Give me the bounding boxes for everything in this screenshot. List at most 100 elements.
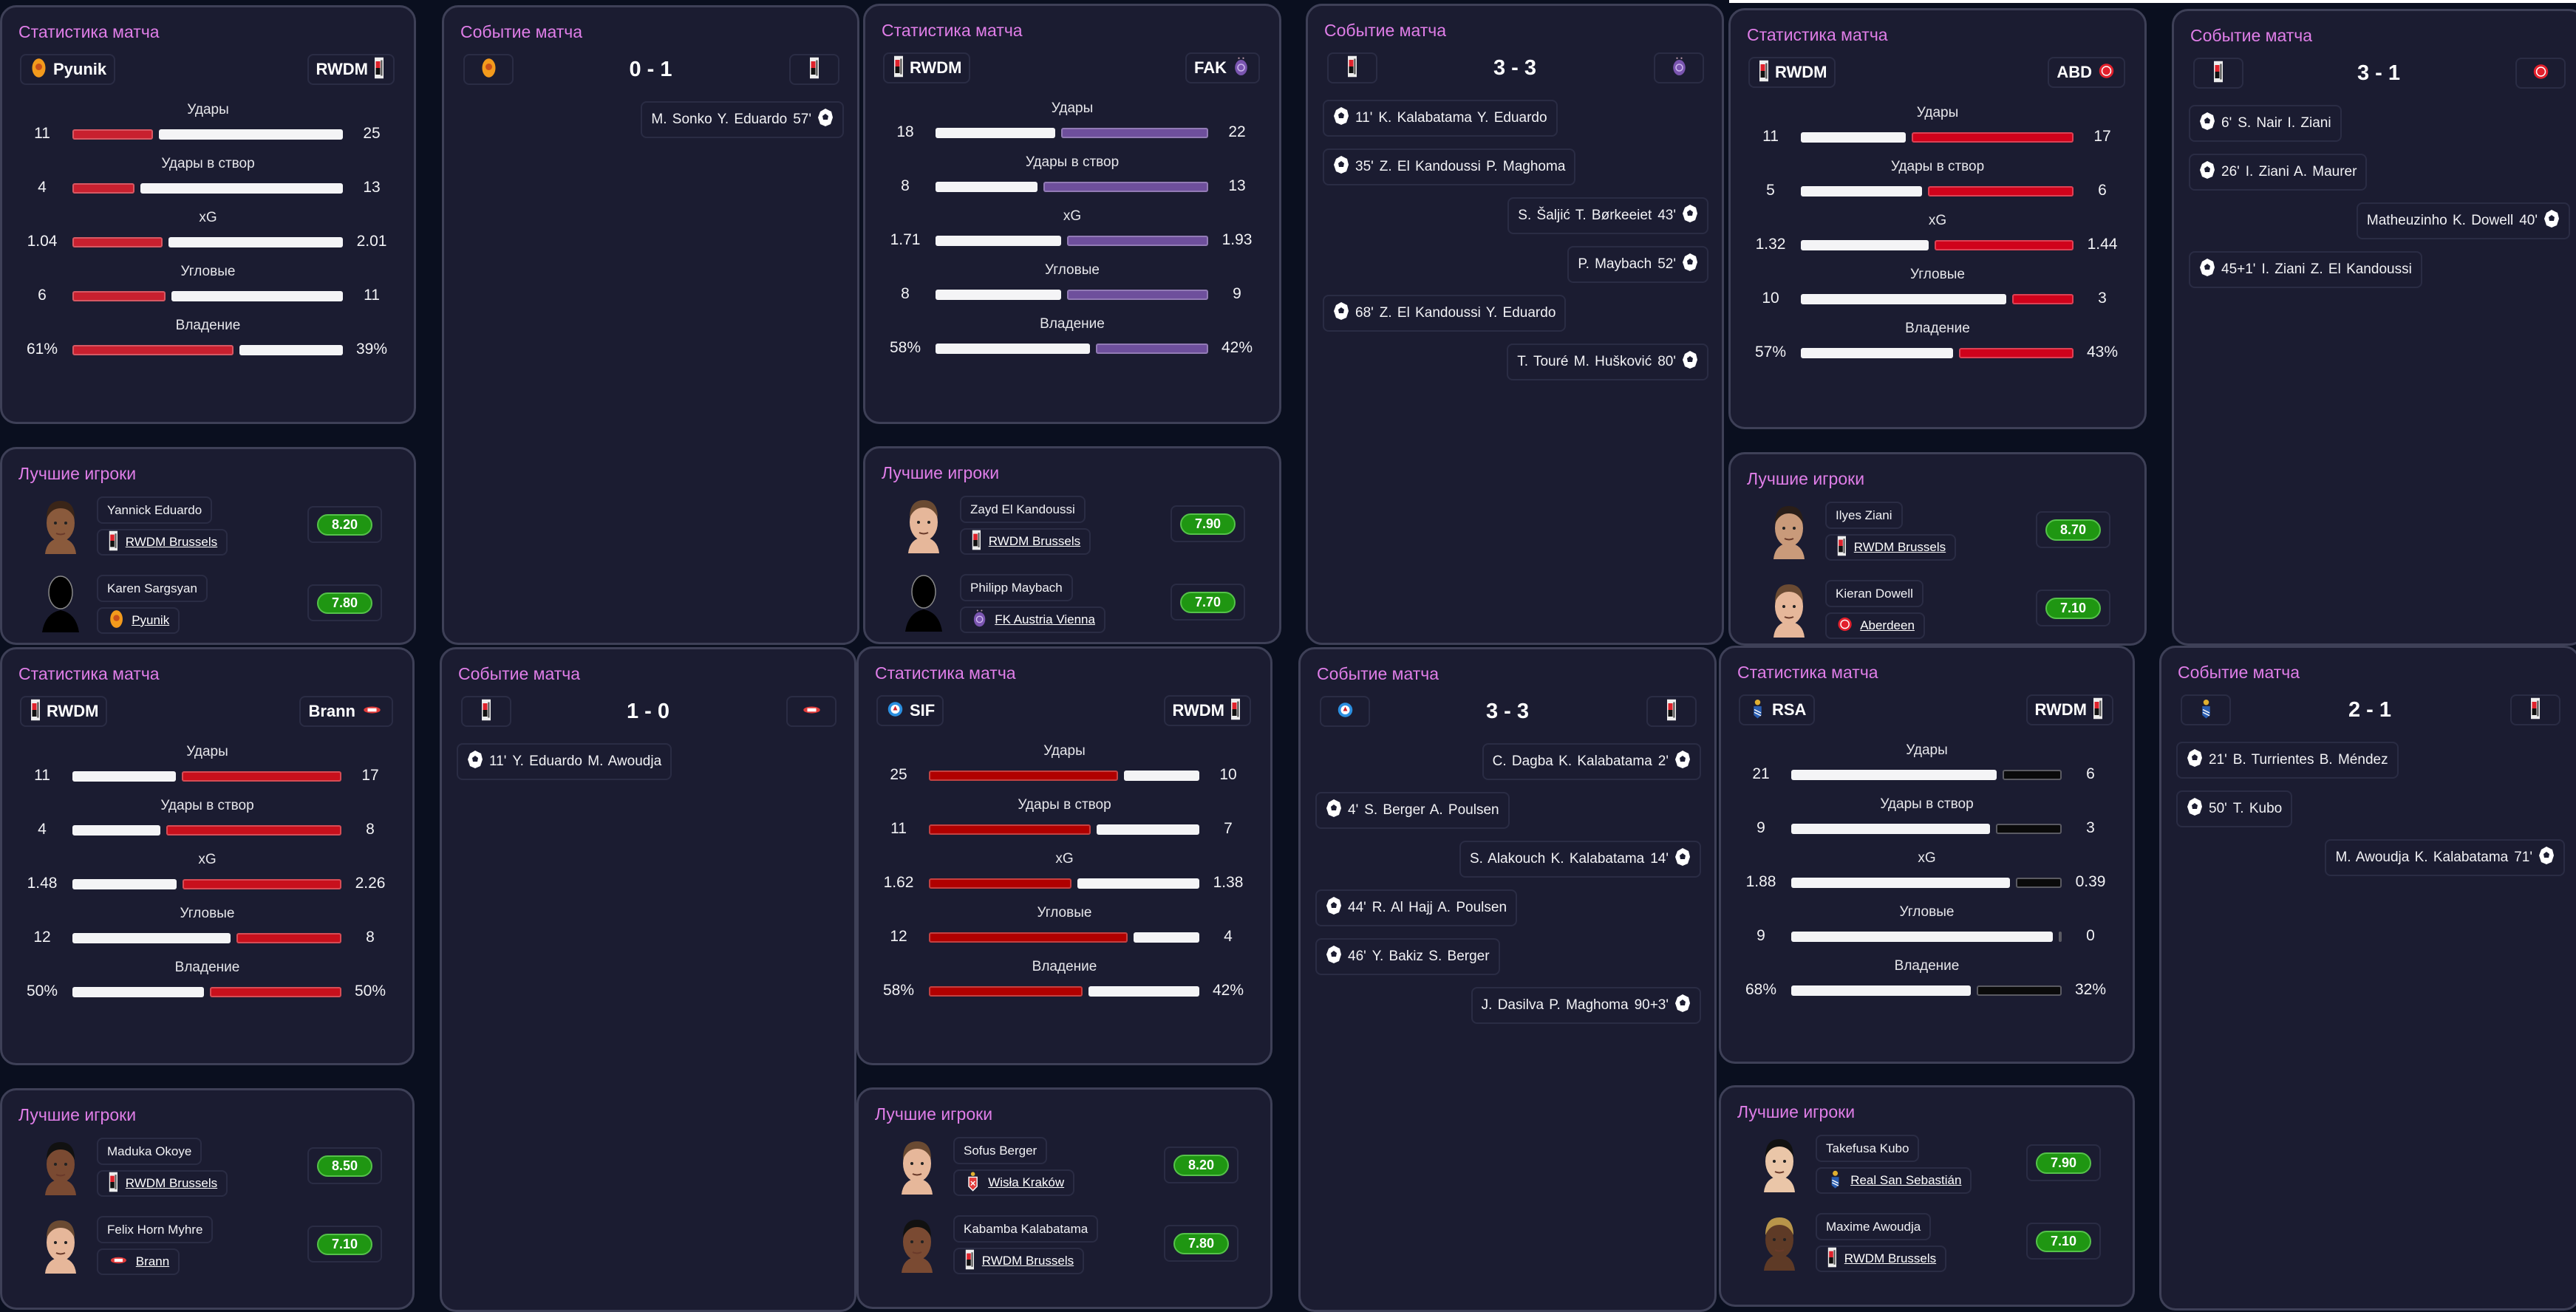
- goal-event-away[interactable]: S. Alakouch K. Kalabatama 14': [1459, 841, 1701, 878]
- abd-logo-icon: [2096, 60, 2116, 86]
- brann-logo-icon: [107, 1250, 130, 1274]
- home-team-chip[interactable]: RWDM: [1748, 57, 1836, 88]
- player-club-chip[interactable]: Aberdeen: [1825, 612, 1925, 639]
- goal-event-home[interactable]: 6' S. Nair I. Ziani: [2189, 105, 2342, 142]
- player-club-link[interactable]: RWDM Brussels: [988, 534, 1081, 548]
- player-club-chip[interactable]: FK Austria Vienna: [960, 607, 1105, 633]
- home-team-logo-chip[interactable]: [2181, 694, 2231, 725]
- stat-away-value: 22: [1228, 123, 1246, 140]
- player-club-chip[interactable]: RWDM Brussels: [1816, 1246, 1947, 1272]
- fak-logo-icon: [1669, 55, 1689, 81]
- goal-event-home[interactable]: 26' I. Ziani A. Maurer: [2189, 154, 2368, 191]
- player-club-chip[interactable]: Pyunik: [97, 607, 180, 634]
- player-name-chip[interactable]: Yannick Eduardo: [97, 496, 213, 524]
- goal-event-away[interactable]: Matheuzinho K. Dowell 40': [2356, 202, 2570, 239]
- away-team-chip[interactable]: RWDM: [2025, 694, 2113, 725]
- home-team-chip[interactable]: Pyunik: [20, 54, 116, 85]
- away-team-chip[interactable]: ABD: [2048, 57, 2125, 88]
- player-club-chip[interactable]: RWDM Brussels: [97, 529, 228, 556]
- player-club-chip[interactable]: RWDM Brussels: [960, 528, 1091, 555]
- player-name-chip[interactable]: Felix Horn Myhre: [97, 1216, 214, 1243]
- player-name-chip[interactable]: Maduka Okoye: [97, 1138, 202, 1165]
- event-minute: 44': [1348, 900, 1366, 915]
- player-name-chip[interactable]: Kieran Dowell: [1825, 580, 1924, 607]
- goal-event-home[interactable]: 11' Y. Eduardo M. Awoudja: [457, 743, 672, 780]
- home-team-logo-chip[interactable]: [2193, 58, 2243, 89]
- away-team-logo-chip[interactable]: [2515, 58, 2566, 89]
- goal-event-away[interactable]: P. Maybach 52': [1567, 246, 1708, 283]
- player-name-chip[interactable]: Karen Sargsyan: [97, 575, 208, 602]
- stat-away-value: 0: [2086, 927, 2095, 944]
- goal-event-home[interactable]: 44' R. Al Hajj A. Poulsen: [1315, 889, 1518, 926]
- goal-event-home[interactable]: 11' K. Kalabatama Y. Eduardo: [1323, 100, 1558, 137]
- player-name: Zayd El Kandoussi: [970, 502, 1075, 516]
- goal-event-home[interactable]: 50' T. Kubo: [2176, 790, 2293, 827]
- away-team-logo-chip[interactable]: [786, 696, 836, 727]
- away-team-logo-chip[interactable]: [2510, 694, 2560, 725]
- away-team-chip[interactable]: RWDM: [307, 54, 395, 85]
- stat-label: Владение: [1040, 316, 1105, 332]
- away-team-logo-chip[interactable]: [1646, 696, 1697, 727]
- player-name-chip[interactable]: Sofus Berger: [953, 1137, 1048, 1164]
- stat-away-bar: [1977, 985, 2062, 996]
- home-team-chip[interactable]: RWDM: [20, 696, 108, 727]
- stat-away-value: 10: [1219, 766, 1237, 783]
- player-club-chip[interactable]: Brann: [97, 1248, 180, 1275]
- player-club-chip[interactable]: Wisła Kraków: [953, 1169, 1075, 1196]
- rwdm-logo-icon: [964, 1249, 976, 1274]
- player-club-link[interactable]: Aberdeen: [1860, 618, 1915, 632]
- match-score: 2 - 1: [2348, 698, 2392, 722]
- player-name-chip[interactable]: Takefusa Kubo: [1816, 1135, 1920, 1162]
- goal-event-away[interactable]: M. Sonko Y. Eduardo 57': [641, 101, 844, 138]
- away-team-chip[interactable]: RWDM: [1163, 695, 1251, 726]
- player-club-chip[interactable]: Real San Sebastián: [1816, 1167, 1972, 1194]
- player-club-link[interactable]: FK Austria Vienna: [995, 612, 1095, 626]
- home-team-chip[interactable]: RSA: [1739, 694, 1816, 725]
- away-team-chip[interactable]: FAK: [1185, 52, 1260, 83]
- player-club-chip[interactable]: RWDM Brussels: [953, 1248, 1085, 1274]
- soccer-ball-icon: [1682, 253, 1698, 276]
- player-club-link[interactable]: RWDM Brussels: [125, 535, 218, 549]
- player-name-chip[interactable]: Maxime Awoudja: [1816, 1213, 1932, 1240]
- player-club-link[interactable]: RWDM Brussels: [1853, 540, 1946, 554]
- player-club-chip[interactable]: RWDM Brussels: [1825, 534, 1957, 561]
- goal-event-home[interactable]: 35' Z. El Kandoussi P. Maghoma: [1323, 148, 1576, 185]
- player-club-link[interactable]: RWDM Brussels: [1844, 1251, 1937, 1265]
- goal-event-home[interactable]: 68' Z. El Kandoussi Y. Eduardo: [1323, 295, 1567, 332]
- player-club-chip[interactable]: RWDM Brussels: [97, 1170, 228, 1197]
- player-name-chip[interactable]: Philipp Maybach: [960, 574, 1073, 601]
- home-team-logo-chip[interactable]: [461, 696, 511, 727]
- soccer-ball-icon: [2199, 160, 2215, 184]
- event-players: S. Berger A. Poulsen: [1364, 802, 1499, 818]
- home-team-chip[interactable]: SIF: [876, 695, 944, 726]
- goal-event-away[interactable]: J. Dasilva P. Maghoma 90+3': [1471, 987, 1701, 1024]
- away-team-logo-chip[interactable]: [1654, 52, 1704, 83]
- player-name-chip[interactable]: Zayd El Kandoussi: [960, 496, 1086, 523]
- home-team-chip[interactable]: RWDM: [883, 52, 971, 83]
- home-team-logo-chip[interactable]: [1327, 52, 1377, 83]
- player-club-link[interactable]: Wisła Kraków: [988, 1175, 1065, 1189]
- goal-event-home[interactable]: 45+1' I. Ziani Z. El Kandoussi: [2189, 251, 2422, 288]
- player-club-link[interactable]: Pyunik: [132, 613, 170, 627]
- goal-event-home[interactable]: 21' B. Turrientes B. Méndez: [2176, 742, 2399, 779]
- goal-event-away[interactable]: C. Dagba K. Kalabatama 2': [1482, 743, 1701, 780]
- goal-event-away[interactable]: M. Awoudja K. Kalabatama 71': [2325, 839, 2565, 876]
- player-club-link[interactable]: Brann: [135, 1254, 170, 1268]
- player-name-chip[interactable]: Kabamba Kalabatama: [953, 1215, 1099, 1243]
- home-team-logo-chip[interactable]: [463, 54, 514, 85]
- rsa-logo-icon: [1826, 1169, 1844, 1193]
- goal-event-home[interactable]: 4' S. Berger A. Poulsen: [1315, 792, 1510, 829]
- player-name: Kieran Dowell: [1836, 586, 1913, 601]
- goal-event-away[interactable]: S. Šaljić T. Børkeeiet 43': [1507, 197, 1708, 234]
- player-rating-badge: 7.90: [1180, 513, 1236, 535]
- player-club-link[interactable]: RWDM Brussels: [125, 1176, 218, 1190]
- away-team-logo-chip[interactable]: [789, 54, 839, 85]
- player-club-link[interactable]: Real San Sebastián: [1850, 1173, 1962, 1187]
- goal-event-away[interactable]: T. Touré M. Hušković 80': [1507, 344, 1708, 380]
- home-team-logo-chip[interactable]: [1320, 696, 1370, 727]
- away-team-chip[interactable]: Brann: [299, 696, 393, 727]
- player-club-link[interactable]: RWDM Brussels: [981, 1254, 1074, 1268]
- goal-event-home[interactable]: 46' Y. Bakiz S. Berger: [1315, 938, 1500, 975]
- stat-away-bar: [1077, 878, 1199, 889]
- player-name-chip[interactable]: Ilyes Ziani: [1825, 502, 1903, 529]
